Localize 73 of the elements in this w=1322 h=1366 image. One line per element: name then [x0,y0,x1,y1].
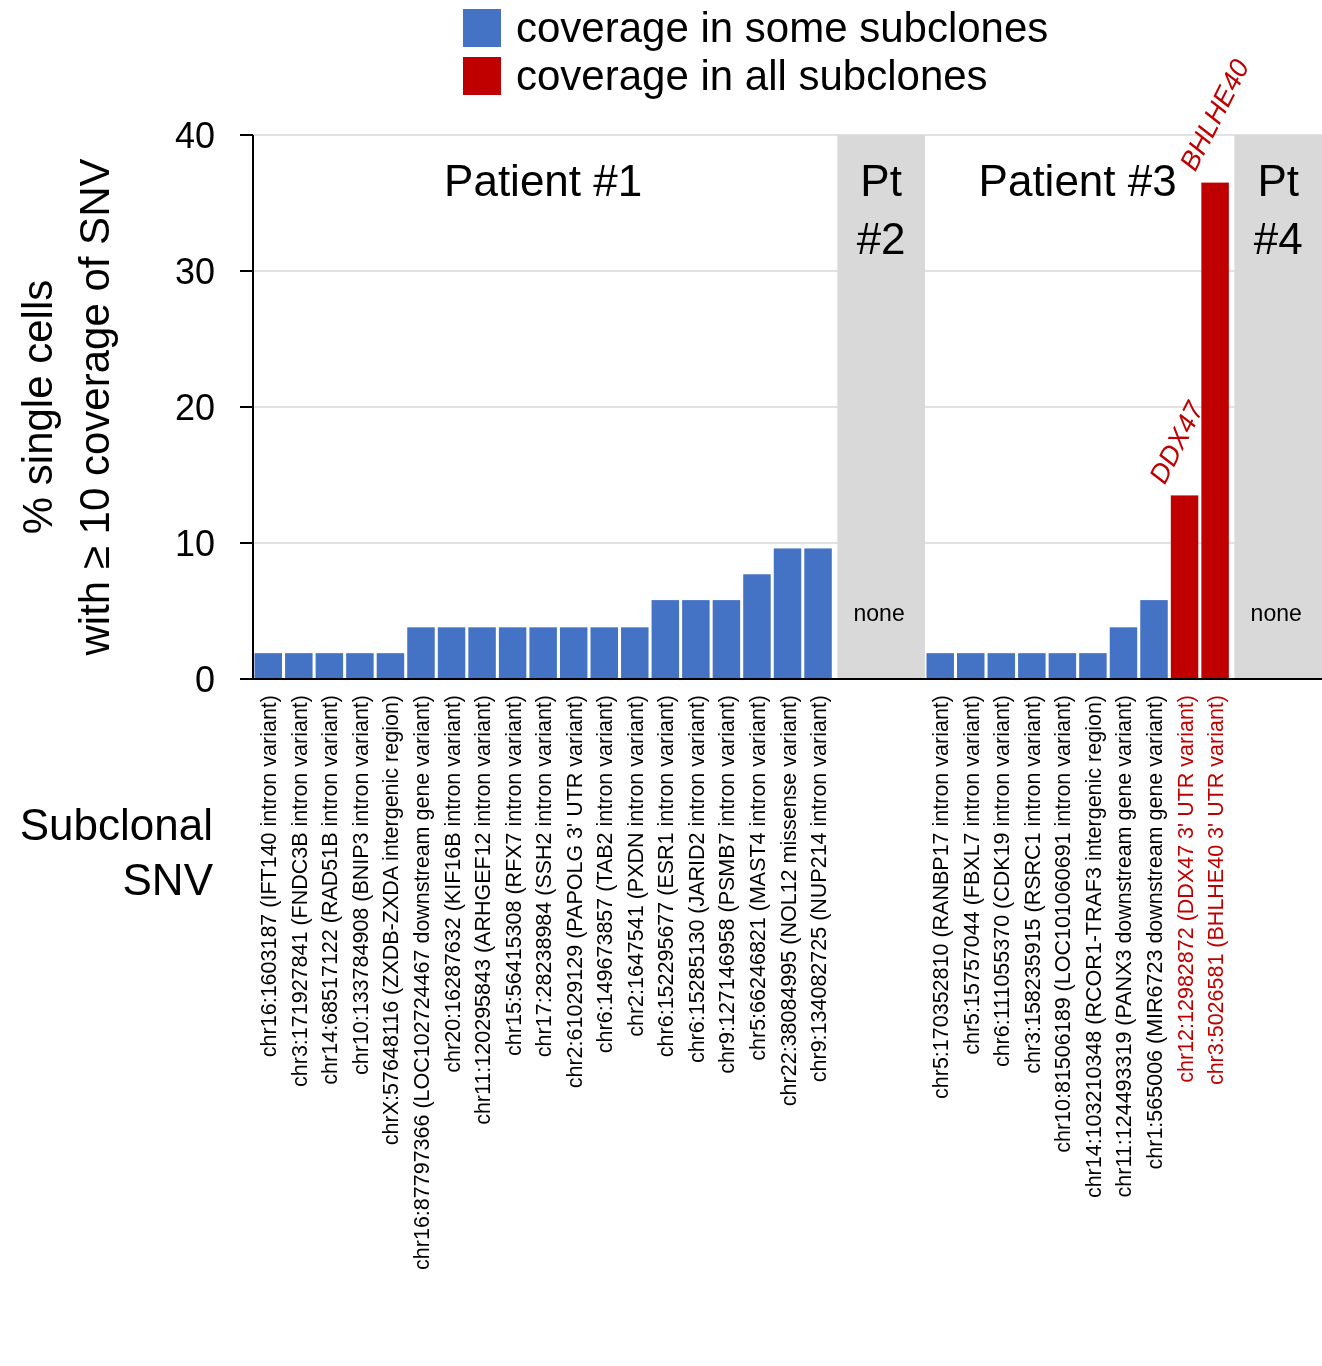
x-tick-label: chr14:68517122 (RAD51B intron variant) [318,695,343,1085]
bar [1170,495,1199,679]
bar [1140,600,1168,679]
y-tick-label: 0 [194,659,215,700]
y-tick-label: 30 [174,251,215,292]
annotation: Pt #4 [1253,156,1303,263]
bar [315,653,344,679]
x-tick-label: chr5:15757044 (FBXL7 intron variant) [959,695,984,1055]
x-tick-label: chr11:120295843 (ARHGEF12 intron variant) [471,695,496,1125]
bar [407,627,435,679]
x-tick-label: chr12:12982872 (DDX47 3' UTR variant) [1173,695,1198,1083]
x-tick-label: chr20:16287632 (KIF16B intron variant) [440,695,465,1073]
x-tick-label: chr2:1647541 (PXDN intron variant) [623,695,648,1037]
y-tick-label: 10 [174,523,215,564]
bar [1048,653,1077,679]
y-axis-title: % single cells with ≥ 10 coverage of SNV [14,158,118,657]
bar [468,627,496,679]
x-tick-label: chr16:1603187 (IFT140 intron variant) [257,695,282,1058]
x-tick-label: chr5:66246821 (MAST4 intron variant) [745,695,770,1061]
bar [987,653,1016,679]
x-tick-label: chrX:57648116 (ZXDB-ZXDA intergenic region) [379,695,404,1146]
annotation: Pt #2 [856,156,906,263]
bar [621,627,649,679]
x-tick-label: chr16:87797366 (LOC102724467 downstream gene variant) [409,695,434,1270]
x-tick-label: chr9:134082725 (NUP214 intron variant) [807,695,832,1083]
bar [285,653,313,679]
annotation: none [1250,600,1302,626]
bar [682,600,710,679]
x-tick-label: chr17:28238984 (SSH2 intron variant) [532,695,557,1058]
bar [1109,627,1138,679]
bar [743,574,771,679]
x-tick-label: chr3:158235915 (RSRC1 intron variant) [1020,695,1045,1074]
x-axis-title: Subclonal SNV [19,800,214,904]
bar [651,600,680,679]
x-tick-label: chr14:103210348 (RCOR1-TRAF3 intergenic region) [1081,695,1106,1199]
bar [376,653,405,679]
x-tick-label: chr5:170352810 (RANBP17 intron variant) [929,695,954,1099]
x-tick-label: chr3:171927841 (FNDC3B intron variant) [287,695,312,1087]
annotation: none [853,600,905,626]
x-tick-label: chr9:127146958 (PSMB7 intron variant) [715,695,740,1074]
bar [712,600,741,679]
x-tick-label: chr6:15285130 (JARID2 intron variant) [684,695,709,1064]
y-tick-label: 40 [174,115,215,156]
x-tick-label: chr3:5026581 (BHLHE40 3' UTR variant) [1204,695,1229,1086]
bar [1018,653,1046,679]
x-tick-label: chr1:565006 (MIR6723 downstream gene variant) [1143,695,1168,1170]
x-tick-label: chr10:133784908 (BNIP3 intron variant) [348,695,373,1076]
bar [498,627,527,679]
y-tick-label: 20 [174,387,215,428]
annotation: Patient #3 [978,156,1177,205]
bar [529,627,557,679]
bar [1201,182,1229,679]
x-tick-label: chr6:152295677 (ESR1 intron variant) [654,695,679,1058]
bar [437,627,466,679]
x-tick-label: chr15:56415308 (RFX7 intron variant) [501,695,526,1056]
bar [590,627,618,679]
bar [1079,653,1107,679]
x-tick-label: chr22:38084995 (NOL12 missense variant) [776,695,801,1107]
x-tick-label: chr10:81506189 (LOC101060691 intron variant) [1051,695,1076,1153]
annotation: Patient #1 [444,156,643,205]
legend-label: coverage in all subclones [516,52,988,99]
bar [346,653,374,679]
bar [957,653,985,679]
bar [926,653,954,679]
bar [559,627,588,679]
legend-label: coverage in some subclones [516,4,1049,51]
bar [254,653,283,679]
x-tick-label: chr6:111055370 (CDK19 intron variant) [990,695,1015,1068]
x-tick-label: chr11:124493319 (PANX3 downstream gene variant) [1112,695,1137,1198]
x-tick-label: chr2:61029129 (PAPOLG 3' UTR variant) [562,695,587,1089]
bar [773,548,802,679]
x-tick-label: chr6:149673857 (TAB2 intron variant) [593,695,618,1054]
bar [804,548,832,679]
